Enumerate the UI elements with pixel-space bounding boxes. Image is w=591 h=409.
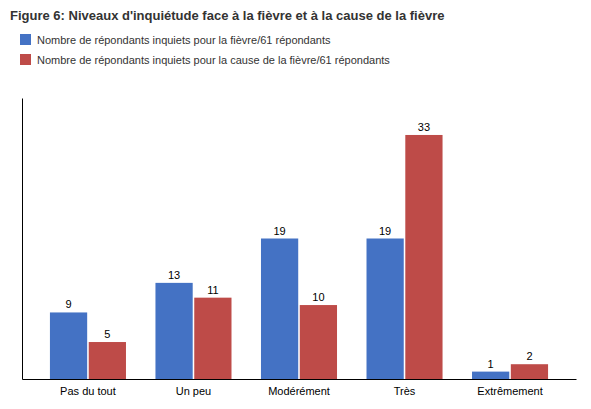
data-label: 11 — [207, 284, 218, 296]
x-tick: Modérément — [268, 385, 330, 397]
legend-label: Nombre de répondants inquiets pour la ca… — [37, 54, 390, 66]
legend-swatch — [20, 54, 31, 65]
x-tick-label: Modérément — [268, 385, 330, 397]
legend-entry: Nombre de répondants inquiets pour la ca… — [20, 54, 390, 66]
data-label: 33 — [418, 121, 430, 133]
bar — [261, 239, 298, 380]
x-tick-label: Un peu — [176, 385, 211, 397]
x-tick: Extrêmement — [477, 385, 542, 397]
plot: 9131919151110332Pas du toutUn peuModérém… — [23, 99, 577, 397]
data-label: 10 — [312, 291, 324, 303]
bar — [50, 312, 87, 379]
chart: Figure 6: Niveaux d'inquiétude face à la… — [0, 0, 591, 409]
legend-entry: Nombre de répondants inquiets pour la fi… — [20, 34, 331, 46]
bar — [300, 305, 337, 379]
legend-label: Nombre de répondants inquiets pour la fi… — [37, 34, 331, 46]
title: Figure 6: Niveaux d'inquiétude face à la… — [10, 8, 444, 23]
data-label: 2 — [526, 350, 532, 362]
data-label: 13 — [168, 269, 180, 281]
legend-swatch — [20, 34, 31, 45]
legend: Nombre de répondants inquiets pour la fi… — [20, 34, 390, 66]
data-labels: 9131919151110332 — [65, 121, 532, 370]
bar — [472, 372, 509, 379]
bar — [89, 342, 126, 379]
x-tick: Pas du tout — [60, 385, 116, 397]
data-label: 5 — [104, 328, 110, 340]
bars — [50, 135, 548, 379]
x-tick: Un peu — [176, 385, 211, 397]
bar — [367, 239, 404, 380]
bar — [194, 298, 231, 379]
bar — [155, 283, 192, 379]
x-tick: Très — [394, 385, 416, 397]
x-tick-label: Pas du tout — [60, 385, 116, 397]
y-axis-line — [22, 99, 23, 380]
x-axis-line — [23, 379, 577, 380]
x-axis: Pas du tout Un peu Modérément Très Extrêmeme… — [23, 380, 577, 397]
x-tick-label: Très — [394, 385, 416, 397]
bar — [405, 135, 442, 379]
y-axis — [22, 99, 23, 380]
data-label: 9 — [65, 298, 71, 310]
x-tick-label: Extrêmement — [477, 385, 542, 397]
data-label: 1 — [488, 358, 494, 370]
bar — [511, 364, 548, 379]
data-label: 19 — [273, 225, 285, 237]
data-label: 19 — [379, 225, 391, 237]
